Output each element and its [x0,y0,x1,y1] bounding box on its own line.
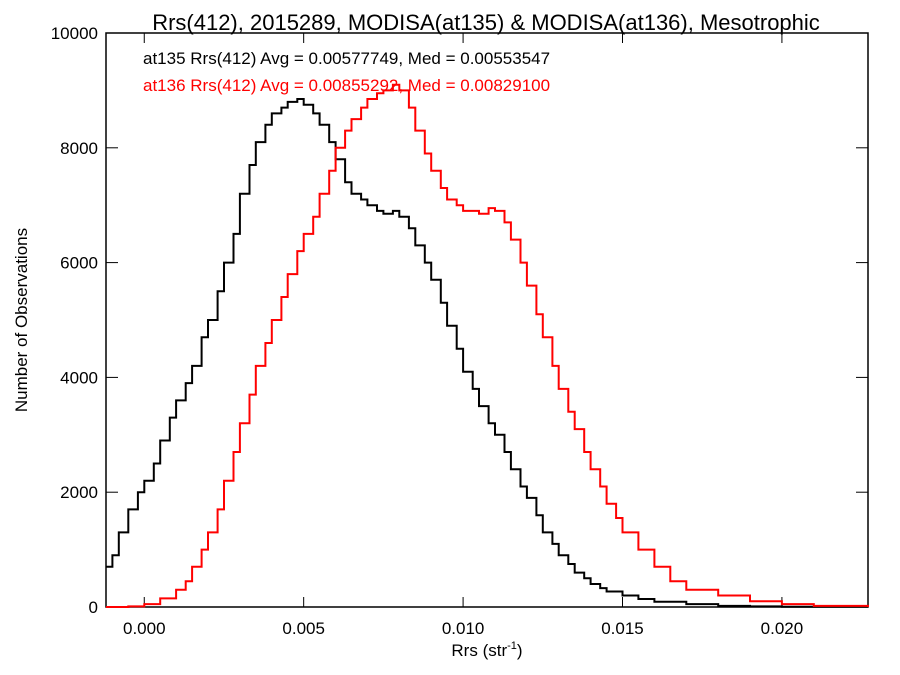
y-tick-label: 0 [89,598,98,617]
y-tick-label: 8000 [60,139,98,158]
x-axis-ticks: 0.000 0.005 0.010 0.015 0.020 [123,33,803,638]
y-tick-label: 6000 [60,254,98,273]
x-tick-label: 0.010 [442,619,485,638]
x-axis-label-main: Rrs (str [451,641,507,660]
plot-frame [105,32,869,608]
y-tick-label: 2000 [60,483,98,502]
y-tick-label: 10000 [51,24,98,43]
y-axis-ticks: 0 2000 4000 6000 8000 10000 [51,24,868,617]
y-tick-label: 4000 [60,368,98,387]
annotation-at135: at135 Rrs(412) Avg = 0.00577749, Med = 0… [143,49,550,68]
series-at135-line [106,98,869,608]
x-tick-label: 0.005 [282,619,325,638]
series-layer [106,83,869,608]
x-tick-label: 0.020 [761,619,804,638]
x-axis-label-close: ) [517,641,523,660]
chart-title: Rrs(412), 2015289, MODISA(at135) & MODIS… [152,10,820,35]
annotation-at136: at136 Rrs(412) Avg = 0.00855292, Med = 0… [143,76,550,95]
y-axis-label: Number of Observations [12,228,31,412]
x-tick-label: 0.000 [123,619,166,638]
x-tick-label: 0.015 [601,619,644,638]
series-at136-line [106,83,869,608]
x-axis-label: Rrs (str-1) [451,640,522,660]
x-axis-label-sup: -1 [507,640,517,652]
